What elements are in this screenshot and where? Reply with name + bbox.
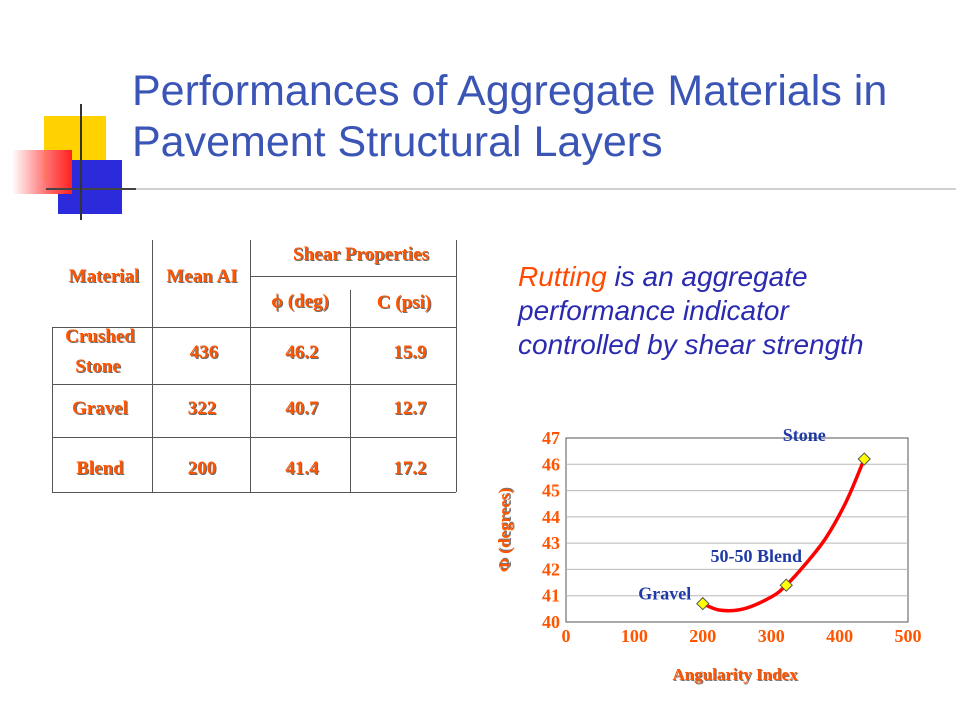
table-cell-phi: 46.2 (285, 342, 319, 363)
data-point (779, 578, 793, 592)
title-divider-line (46, 188, 956, 190)
x-tick-label: 0 (562, 626, 571, 646)
header-c: C (psi) (376, 292, 432, 313)
note-line-1: Rutting is an aggregate (518, 260, 948, 294)
note-line-2: performance indicator (518, 295, 789, 326)
header-mean-ai: Mean AI (166, 266, 238, 287)
y-tick-label: 40 (542, 612, 560, 632)
x-axis-label: Angularity Index (672, 665, 798, 684)
point-label: 50-50 Blend (710, 546, 802, 566)
note-line-1-rest: is an aggregate (606, 261, 808, 292)
table-cell-phi: 40.7 (285, 398, 319, 419)
y-tick-label: 43 (542, 533, 560, 553)
table-cell-material: Gravel (72, 398, 128, 419)
table-cell-c: 12.7 (393, 398, 427, 419)
y-tick-label: 45 (542, 481, 560, 501)
x-tick-label: 100 (621, 626, 648, 646)
x-tick-label: 500 (895, 626, 922, 646)
header-phi: ϕ (deg) (271, 291, 329, 312)
table-vline-3 (250, 240, 251, 492)
table-cell-c: 17.2 (393, 458, 427, 479)
decorative-dark-line (46, 188, 136, 190)
x-tick-label: 400 (826, 626, 853, 646)
table-cell-mean-ai: 436 (189, 342, 219, 363)
table-cell-c: 15.9 (393, 342, 427, 363)
table-hline-4 (52, 437, 456, 438)
table-vline-5 (456, 240, 457, 492)
table-cell-phi: 41.4 (285, 458, 319, 479)
table-hline-2 (52, 327, 456, 328)
y-tick-label: 44 (542, 507, 560, 527)
table-cell-mean-ai: 322 (187, 398, 217, 419)
table-vline-2 (152, 240, 153, 492)
point-label: Gravel (638, 584, 691, 604)
table-vline-1 (52, 327, 53, 492)
table-vline-4 (350, 290, 351, 492)
rutting-note: Rutting is an aggregate performance indi… (518, 260, 948, 362)
table-cell-material: Crushed (65, 326, 135, 347)
table-hline-1 (250, 276, 456, 277)
table-hline-3 (52, 384, 456, 385)
x-tick-label: 300 (758, 626, 785, 646)
y-tick-label: 41 (542, 586, 560, 606)
point-label: Stone (783, 425, 826, 445)
decorative-red-gradient (12, 150, 72, 194)
angularity-phi-chart: Gravel 50-50 Blend Crushed Stone 0 100 200 300… (495, 420, 922, 684)
data-point (696, 596, 710, 611)
table-cell-material: Stone (75, 356, 121, 377)
data-point (857, 452, 871, 466)
decorative-vertical-line (80, 104, 82, 220)
table-hline-5 (52, 492, 456, 493)
y-axis-label: Φ (degrees) (495, 488, 514, 572)
page-title: Performances of Aggregate Materials in P… (132, 67, 888, 166)
note-line-3: controlled by shear strength (518, 329, 864, 360)
header-material: Material (68, 266, 140, 287)
point-label: Crushed (771, 420, 837, 421)
table-cell-material: Blend (76, 458, 124, 479)
y-tick-label: 42 (542, 559, 560, 579)
table-cell-mean-ai: 200 (187, 458, 217, 479)
note-highlight: Rutting (518, 261, 607, 292)
plot-area (565, 437, 909, 623)
y-tick-label: 47 (542, 428, 560, 448)
y-tick-label: 46 (542, 454, 560, 474)
x-tick-label: 200 (689, 626, 716, 646)
header-shear-properties: Shear Properties (293, 244, 429, 265)
